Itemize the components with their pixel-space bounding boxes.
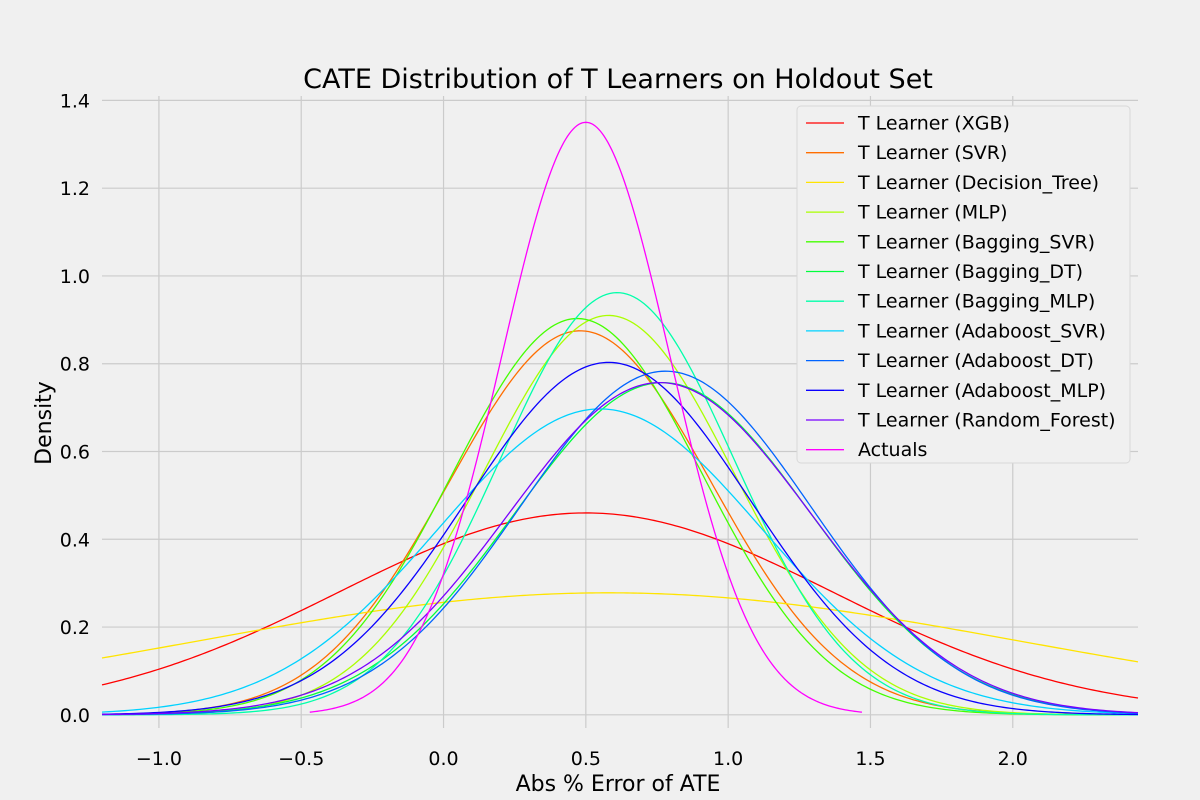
- x-axis-label: Abs % Error of ATE: [516, 772, 721, 797]
- legend-label: Actuals: [858, 439, 927, 461]
- legend-label: T Learner (Adaboost_SVR): [857, 320, 1106, 342]
- legend-label: T Learner (Adaboost_DT): [857, 350, 1094, 372]
- series-line-10: [101, 381, 1139, 716]
- x-tick-labels: −1.0 −0.5 0.0 0.5 1.0 1.5 2.0: [136, 748, 1028, 770]
- legend: T Learner (XGB) T Learner (SVR) T Learner …: [796, 105, 1131, 464]
- series-line-7: [101, 408, 1139, 715]
- legend-label: T Learner (Random_Forest): [857, 410, 1116, 432]
- series-line-6: [102, 291, 1138, 716]
- series-line-8: [101, 370, 1139, 716]
- x-tick-label: −0.5: [278, 748, 324, 770]
- legend-label: T Learner (Bagging_MLP): [857, 291, 1095, 313]
- y-tick-label: 1.0: [60, 266, 90, 288]
- x-tick-label: 2.0: [998, 748, 1028, 770]
- y-tick-label: 0.8: [60, 354, 90, 376]
- series-line-2: [101, 592, 1139, 663]
- series-line-3: [101, 314, 1139, 716]
- legend-label: T Learner (XGB): [857, 113, 1010, 135]
- series-lines: [101, 121, 1139, 716]
- legend-label: T Learner (SVR): [857, 142, 1007, 164]
- series-line-9: [101, 361, 1139, 716]
- y-tick-label: 0.4: [60, 529, 90, 551]
- legend-entries: T Learner (XGB) T Learner (SVR) T Learner …: [806, 113, 1116, 461]
- x-tick-label: 1.5: [855, 748, 885, 770]
- legend-label: T Learner (Decision_Tree): [857, 172, 1099, 194]
- legend-label: T Learner (Bagging_DT): [857, 261, 1083, 283]
- y-tick-label: 0.2: [60, 617, 90, 639]
- legend-label: T Learner (Bagging_SVR): [857, 231, 1095, 253]
- y-axis-label: Density: [32, 381, 57, 465]
- y-tick-label: 0.0: [60, 705, 90, 727]
- series-line-4: [101, 317, 1139, 716]
- y-tick-label: 0.6: [60, 442, 90, 464]
- x-tick-label: 1.0: [713, 748, 743, 770]
- x-tick-label: 0.0: [428, 748, 458, 770]
- x-tick-label: −1.0: [136, 748, 182, 770]
- x-tick-label: 0.5: [571, 748, 601, 770]
- y-tick-label: 1.2: [60, 178, 90, 200]
- chart-title: CATE Distribution of T Learners on Holdo…: [303, 64, 933, 95]
- legend-label: T Learner (MLP): [857, 202, 1008, 224]
- y-tick-label: 1.4: [60, 90, 90, 112]
- series-line-0: [101, 512, 1139, 699]
- legend-box: [796, 105, 1131, 464]
- legend-label: T Learner (Adaboost_MLP): [857, 380, 1106, 402]
- y-tick-labels: 0.0 0.2 0.4 0.6 0.8 1.0 1.2 1.4: [60, 90, 90, 726]
- series-line-11: [309, 121, 862, 713]
